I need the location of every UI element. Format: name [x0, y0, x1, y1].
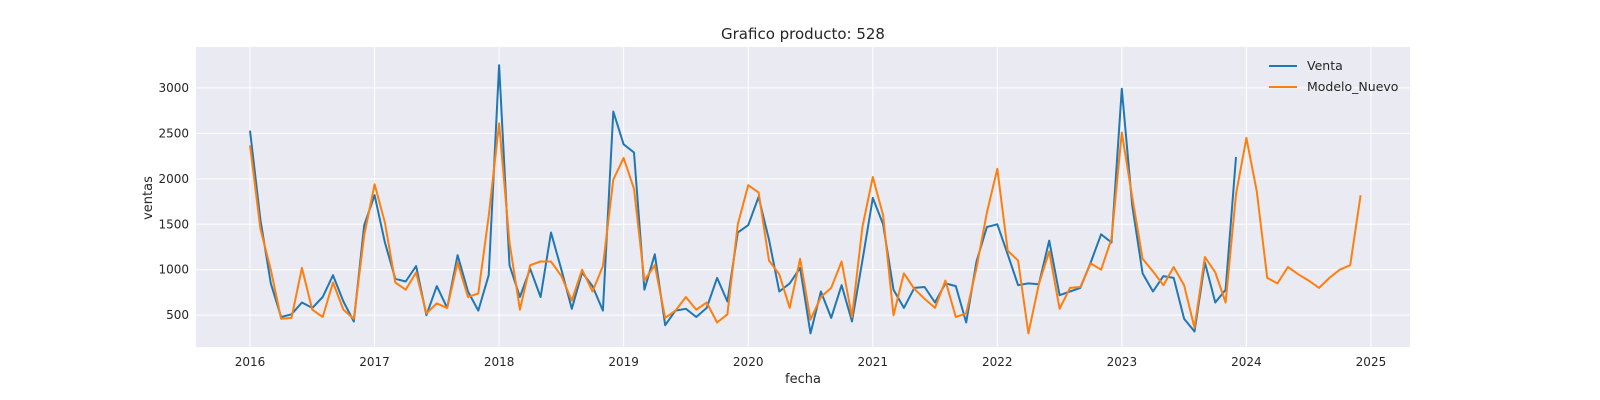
legend-label-venta: Venta [1307, 58, 1343, 73]
y-tick-label: 1500 [158, 217, 189, 231]
x-axis-label: fecha [785, 372, 821, 387]
y-tick-label: 2000 [158, 172, 189, 186]
x-tick-label: 2020 [733, 355, 764, 369]
x-tick-label: 2024 [1231, 355, 1262, 369]
legend-label-modelo-nuevo: Modelo_Nuevo [1307, 79, 1398, 94]
x-tick-label: 2017 [359, 355, 390, 369]
y-tick-label: 500 [166, 308, 189, 322]
x-tick-label: 2016 [235, 355, 266, 369]
x-tick-label: 2019 [608, 355, 639, 369]
series-lines [249, 64, 1362, 335]
x-tick-label: 2025 [1356, 355, 1387, 369]
legend: Venta Modelo_Nuevo [1269, 58, 1398, 94]
y-axis-label: ventas [141, 176, 156, 220]
x-tick-labels: 2016 2017 2018 2019 2020 2021 2022 2023 2024 2025 [235, 355, 1386, 369]
x-tick-label: 2022 [982, 355, 1013, 369]
x-tick-label: 2023 [1107, 355, 1138, 369]
y-tick-label: 2500 [158, 126, 189, 140]
y-tick-labels: 500 1000 1500 2000 2500 3000 [158, 81, 189, 322]
chart-title: Grafico producto: 528 [721, 25, 885, 43]
y-tick-label: 3000 [158, 81, 189, 95]
series-line-venta [249, 64, 1237, 335]
plot-area [196, 47, 1410, 347]
x-tick-label: 2021 [857, 355, 888, 369]
series-line-modelo-nuevo [249, 122, 1362, 335]
x-tick-label: 2018 [484, 355, 515, 369]
y-tick-label: 1000 [158, 263, 189, 277]
